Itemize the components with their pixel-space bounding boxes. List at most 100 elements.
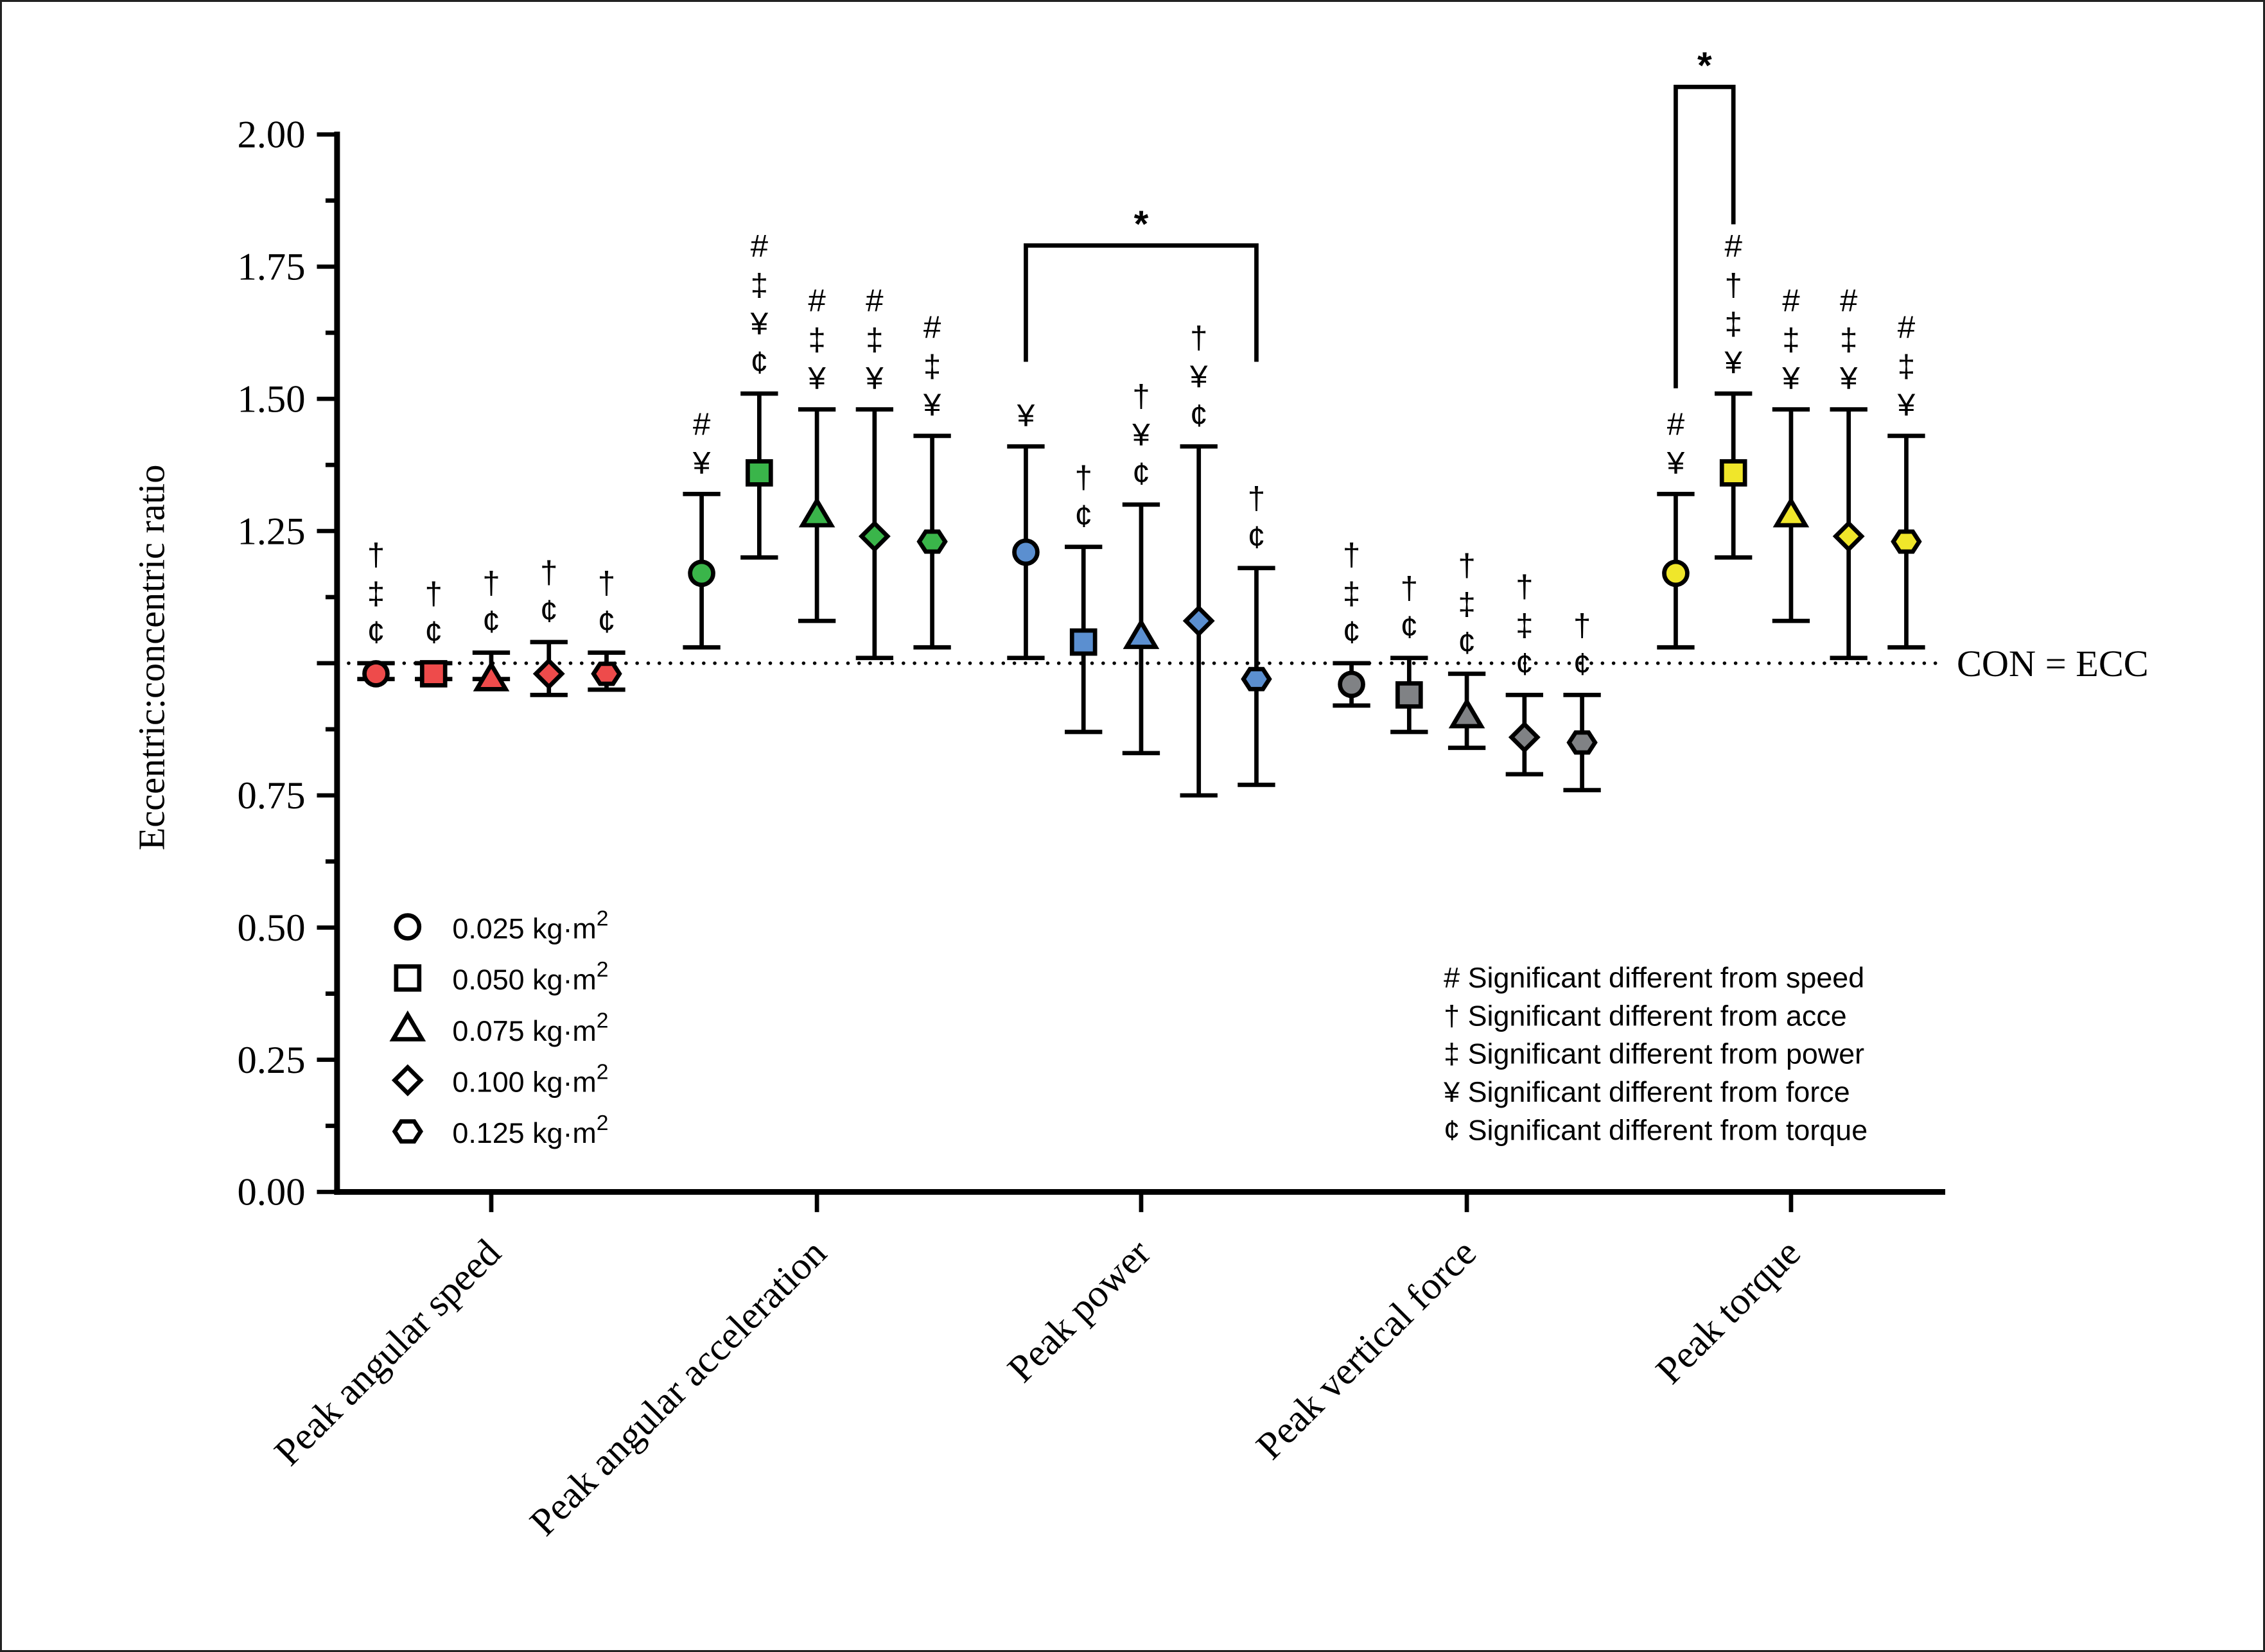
significance-symbol: ¢ [1074,498,1092,534]
legend-superscript: 2 [597,1060,609,1084]
significance-symbol: # [866,283,884,318]
marker-hexagon [916,529,948,554]
x-tick-label: Peak angular speed [267,1231,509,1474]
x-tick-label: Peak torque [1648,1231,1809,1393]
marker-triangle [389,1010,426,1041]
legend-label-text: 0.050 kg·m [452,963,596,996]
marker-circle [1338,670,1365,699]
significance-symbol: ¢ [598,604,615,639]
y-tick-label: 1.75 [237,246,305,289]
significance-symbol: # [1782,283,1800,318]
significance-symbol: ‡ [923,349,941,384]
significance-symbol: # [1898,309,1916,345]
legend-label: 0.025 kg·m2 [452,907,608,944]
significance-symbol: ¢ [424,615,442,650]
significance-symbol: ‡ [1724,306,1742,342]
significance-symbol: ¥ [1017,398,1035,433]
significance-symbol: † [482,565,500,600]
marker-diamond [1508,721,1541,754]
marker-circle [394,913,422,941]
significance-symbol: ¥ [750,306,769,342]
marker-triangle [1448,697,1485,729]
significance-symbol: ¥ [807,361,826,396]
significance-legend-entry: ¥ Significant different from force [1443,1075,1850,1108]
marker-triangle [473,660,510,691]
marker-hexagon [392,1119,424,1144]
marker-square [746,459,773,487]
significance-legend-entry: † Significant different from acce [1444,999,1847,1032]
reference-line-label: CON = ECC [1957,643,2149,684]
significance-bracket [1024,243,1259,362]
y-ticks: 0.00 0.25 0.50 0.75 1.25 1.50 1.75 2.00 [237,114,337,1214]
bracket-asterisk: * [1134,204,1149,245]
significance-symbol: † [1248,481,1265,516]
significance-symbol: ¢ [1516,647,1533,682]
significance-symbol: ¢ [751,345,768,381]
marker-hexagon [1566,730,1598,755]
legend-superscript: 2 [597,958,609,982]
legend-label-text: 0.025 kg·m [452,912,596,945]
marker-diamond [858,520,891,553]
y-tick-label: 1.25 [237,510,305,553]
significance-symbol: ¥ [923,387,941,422]
significance-legend-entry: # Significant different from speed [1444,961,1864,994]
significance-symbol: ‡ [1458,586,1475,622]
significance-symbol: † [1074,460,1092,495]
marker-diamond [532,657,565,690]
significance-symbol: ¢ [482,604,500,639]
marker-triangle [1123,618,1160,649]
bracket-asterisk: * [1697,45,1712,87]
significance-symbol: ¢ [1343,615,1360,650]
marker-circle [1012,538,1040,566]
significance-symbol: ¥ [1897,387,1916,422]
significance-symbol: ¥ [1724,345,1742,381]
significance-symbol: † [1573,607,1591,643]
marker-triangle [1772,496,1810,528]
x-tick-label: Peak vertical force [1248,1231,1484,1468]
marker-circle [1662,559,1690,587]
significance-symbol: † [1724,267,1742,302]
error-bars [357,391,1925,798]
significance-symbol: # [693,406,711,442]
marker-hexagon [1891,529,1922,554]
significance-symbol: ‡ [751,267,768,302]
y-tick-label: 0.75 [237,774,305,817]
significance-symbol: # [923,309,941,345]
significance-symbol: ¥ [865,361,884,396]
marker-diamond [1182,605,1215,638]
y-tick-label: 2.00 [237,114,305,157]
significance-bracket [1674,84,1736,388]
significance-symbol: ¢ [1401,609,1418,645]
significance-marks: †‡¢#¥¥†‡¢#¥†¢#‡¥¢†¢†¢#†‡¥†¢#‡¥ †¥¢†‡¢#‡¥†… [367,229,1916,682]
y-tick-label: 1.50 [237,378,305,421]
significance-symbol: # [751,229,769,264]
x-ticks: Peak angular speed Peak angular accelerat… [267,1192,1809,1544]
significance-symbol: ¢ [1132,456,1150,491]
significance-symbol: ‡ [1516,607,1533,643]
significance-symbol: ¥ [692,446,711,481]
significance-symbol: † [367,537,385,572]
significance-symbol: † [424,576,442,611]
legend-label-text: 0.125 kg·m [452,1117,596,1149]
significance-symbol: † [598,565,615,600]
significance-legend-entry: ‡ Significant different from power [1444,1038,1864,1070]
significance-symbol: † [1401,571,1418,606]
significance-symbol: # [1667,406,1685,442]
significance-legend: # Significant different from speed † Sign… [1443,961,1867,1147]
significance-symbol: ‡ [1782,322,1799,358]
significance-symbol: ‡ [367,576,385,611]
significance-symbol: † [1343,537,1360,572]
marker-diamond [391,1064,424,1097]
significance-symbol: ¢ [1458,625,1475,661]
significance-symbol: ‡ [1343,576,1360,611]
marker-square [419,660,448,688]
significance-symbol: ¢ [1190,398,1207,433]
significance-symbol: ¥ [1666,446,1685,481]
significance-symbol: ‡ [1840,322,1857,358]
marker-circle [688,559,715,587]
significance-symbol: † [540,555,557,590]
marker-triangle [798,496,835,528]
y-tick-label: 0.50 [237,907,305,950]
